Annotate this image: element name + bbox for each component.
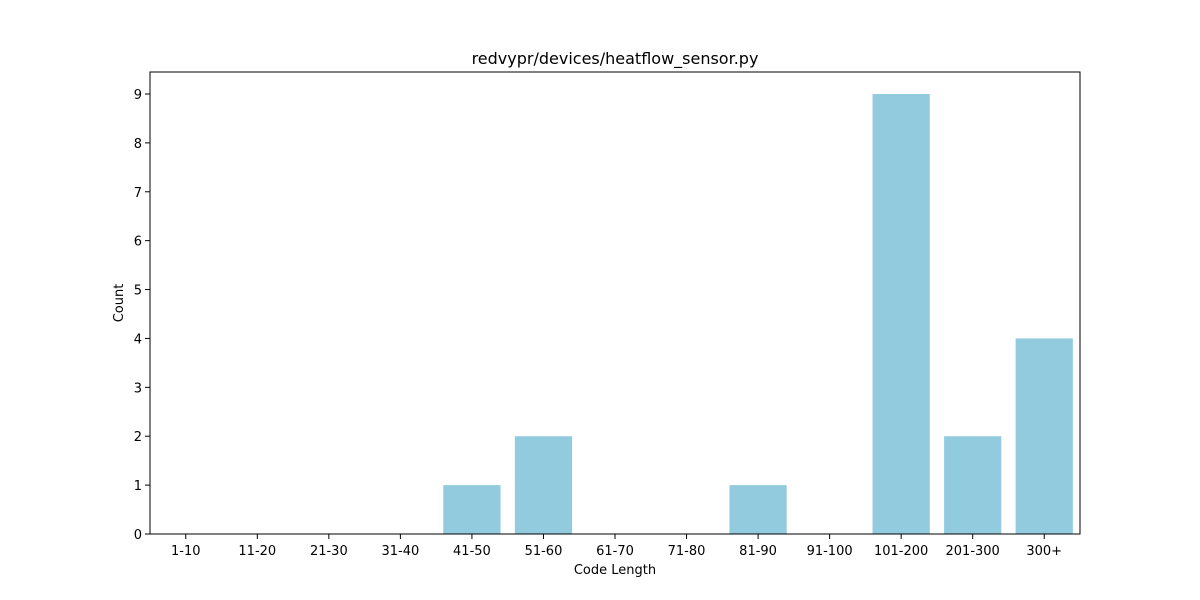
bar-300+ bbox=[1015, 338, 1073, 534]
bar-201-300 bbox=[944, 436, 1002, 534]
bars-group bbox=[443, 94, 1073, 534]
bar-41-50 bbox=[443, 485, 501, 534]
x-tick-label: 51-60 bbox=[525, 544, 563, 559]
x-axis-ticks: 1-10 11-20 21-30 31-40 41-50 51-60 61-70 71-80 8… bbox=[171, 534, 1062, 559]
bar-51-60 bbox=[514, 436, 573, 534]
x-tick-label: 11-20 bbox=[238, 544, 276, 559]
y-tick-label: 3 bbox=[134, 381, 142, 396]
x-tick-label: 300+ bbox=[1026, 544, 1062, 559]
x-tick-label: 101-200 bbox=[874, 544, 928, 559]
x-tick-label: 41-50 bbox=[453, 544, 491, 559]
x-tick-label: 61-70 bbox=[596, 544, 634, 559]
x-tick-label: 21-30 bbox=[310, 544, 348, 559]
chart-title: redvypr/devices/heatflow_sensor.py bbox=[472, 49, 759, 69]
x-tick-label: 31-40 bbox=[381, 544, 419, 559]
x-tick-label: 1-10 bbox=[171, 544, 201, 559]
y-axis-title: Count bbox=[112, 284, 127, 323]
y-axis-ticks: 0 1 2 3 4 5 6 7 8 9 bbox=[134, 88, 150, 543]
bar-81-90 bbox=[729, 485, 787, 534]
y-tick-label: 8 bbox=[134, 137, 142, 152]
y-tick-label: 2 bbox=[134, 430, 142, 445]
bar-101-200 bbox=[872, 94, 930, 534]
y-tick-label: 0 bbox=[134, 528, 142, 543]
y-tick-label: 9 bbox=[134, 88, 142, 103]
y-tick-label: 6 bbox=[134, 235, 142, 250]
y-tick-label: 4 bbox=[134, 332, 142, 347]
x-tick-label: 201-300 bbox=[946, 544, 1000, 559]
y-tick-label: 7 bbox=[134, 186, 142, 201]
y-tick-label: 1 bbox=[134, 479, 142, 494]
x-tick-label: 91-100 bbox=[807, 544, 853, 559]
y-tick-label: 5 bbox=[134, 284, 142, 299]
plot-frame bbox=[149, 71, 1081, 535]
x-tick-label: 71-80 bbox=[668, 544, 706, 559]
x-tick-label: 81-90 bbox=[739, 544, 777, 559]
x-axis-title: Code Length bbox=[574, 563, 656, 578]
